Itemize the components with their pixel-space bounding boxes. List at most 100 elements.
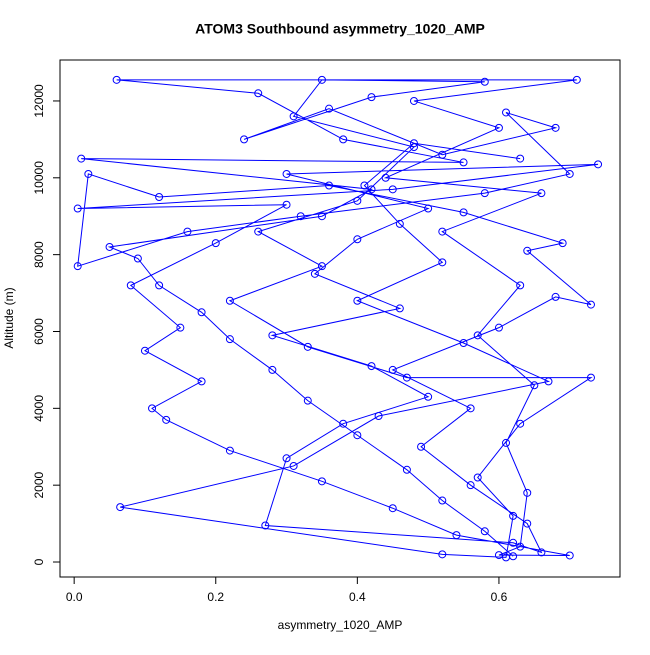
data-point [197,308,206,317]
x-tick-label: 0.0 [66,590,83,604]
data-line [77,79,599,558]
data-point [494,123,503,132]
data-point [388,504,397,513]
data-point [84,169,93,178]
data-point [225,335,234,344]
data-point [388,365,397,374]
data-point [268,331,277,340]
data-point [105,242,114,251]
data-point [523,519,532,528]
data-point [509,511,518,520]
data-point [586,300,595,309]
data-point [438,258,447,267]
data-point [140,346,149,355]
data-point [516,154,525,163]
data-point [466,404,475,413]
data-point [353,196,362,205]
data-point [296,212,305,221]
data-point [494,551,503,560]
data-point [303,396,312,405]
data-point [409,139,418,148]
data-point [155,193,164,202]
data-point [289,112,298,121]
data-point [459,158,468,167]
data-point [480,77,489,86]
data-point [466,481,475,490]
data-point [572,75,581,84]
data-point [438,550,447,559]
data-point [551,123,560,132]
data-point [317,212,326,221]
data-point [402,373,411,382]
data-point [502,438,511,447]
data-point [502,108,511,117]
data-point [523,246,532,255]
data-point [438,150,447,159]
data-point [254,227,263,236]
data-point [353,431,362,440]
data-point [240,135,249,144]
data-point [112,75,121,84]
y-tick-label: 4000 [32,395,46,422]
data-point [254,89,263,98]
data-point [367,93,376,102]
data-point [133,254,142,263]
data-point [395,219,404,228]
data-point [565,551,574,560]
data-point [282,200,291,209]
data-point [409,96,418,105]
data-point [395,304,404,313]
data-point [339,419,348,428]
data-point [310,269,319,278]
data-point [360,181,369,190]
data-point [544,377,553,386]
data-point [325,104,334,113]
data-point [516,419,525,428]
data-point [116,503,125,512]
y-tick-label: 8000 [32,241,46,268]
data-point [77,154,86,163]
data-point [339,135,348,144]
x-tick-label: 0.6 [491,590,508,604]
data-point [303,342,312,351]
data-point [424,204,433,213]
data-point [402,465,411,474]
data-point [211,239,220,248]
data-point [367,362,376,371]
data-point [317,477,326,486]
data-point [516,281,525,290]
data-point [289,461,298,470]
data-point [325,181,334,190]
data-point [459,208,468,217]
x-tick-label: 0.2 [207,590,224,604]
data-point [148,404,157,413]
data-point [176,323,185,332]
data-point [268,365,277,374]
data-point [594,160,603,169]
data-point [509,538,518,547]
data-point [438,227,447,236]
data-point [551,292,560,301]
data-point [417,442,426,451]
data-point [367,185,376,194]
data-point [473,473,482,482]
data-point [459,339,468,348]
data-point [282,169,291,178]
data-point [494,323,503,332]
data-point [225,446,234,455]
x-tick-label: 0.4 [349,590,366,604]
data-point [473,331,482,340]
chart-title: ATOM3 Southbound asymmetry_1020_AMP [195,21,485,37]
data-point [374,412,383,421]
data-point [523,488,532,497]
y-tick-label: 10000 [32,161,46,195]
data-point [381,173,390,182]
data-point [480,189,489,198]
y-tick-label: 2000 [32,472,46,499]
y-tick-label: 12000 [32,84,46,118]
data-point [480,527,489,536]
data-point [261,521,270,530]
data-point [586,373,595,382]
data-point [537,189,546,198]
data-point [424,392,433,401]
